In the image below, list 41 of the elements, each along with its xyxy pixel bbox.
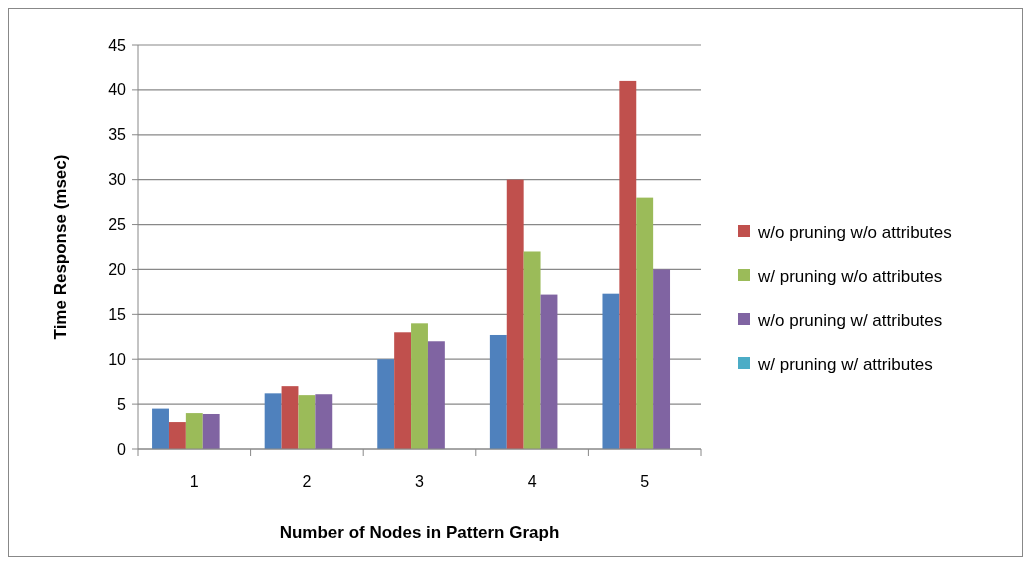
legend-label: w/o pruning w/ attributes <box>757 310 943 330</box>
x-tick-label: 2 <box>302 473 312 490</box>
bar <box>523 251 541 449</box>
y-tick-label: 0 <box>117 440 127 458</box>
bar <box>653 269 671 449</box>
bar <box>411 323 428 449</box>
bar <box>540 294 558 449</box>
x-tick-label: 3 <box>415 473 425 490</box>
x-tick-label: 1 <box>189 473 199 490</box>
bar <box>298 395 316 449</box>
bar <box>185 413 203 449</box>
x-tick-label: 5 <box>640 473 650 490</box>
bar <box>489 334 507 449</box>
y-tick-label: 25 <box>108 216 127 234</box>
y-tick-label: 35 <box>108 126 127 144</box>
bar <box>264 393 282 449</box>
bar <box>281 386 299 449</box>
legend-label: w/ pruning w/o attributes <box>757 266 943 286</box>
x-tick-label: 4 <box>527 473 537 490</box>
legend-label: w/ pruning w/ attributes <box>757 354 933 374</box>
x-axis-title: Number of Nodes in Pattern Graph <box>279 523 560 542</box>
bar <box>315 394 333 449</box>
bar <box>506 179 524 449</box>
bar <box>377 359 395 449</box>
legend-label: w/o pruning w/o attributes <box>757 222 952 242</box>
y-tick-label: 20 <box>108 261 127 279</box>
y-tick-label: 40 <box>108 81 127 99</box>
bar <box>427 341 445 449</box>
bar <box>202 413 220 449</box>
y-axis-title: Time Response (msec) <box>51 154 70 340</box>
bar <box>636 197 654 449</box>
y-tick-label: 30 <box>108 171 127 189</box>
bar <box>619 80 637 449</box>
y-tick-label: 10 <box>108 350 127 368</box>
bar <box>152 408 169 449</box>
y-tick-label: 5 <box>117 395 127 413</box>
y-tick-label: 45 <box>108 36 127 54</box>
bar <box>602 293 620 449</box>
y-tick-label: 15 <box>108 305 127 323</box>
bar <box>394 332 412 449</box>
bar <box>168 422 186 449</box>
